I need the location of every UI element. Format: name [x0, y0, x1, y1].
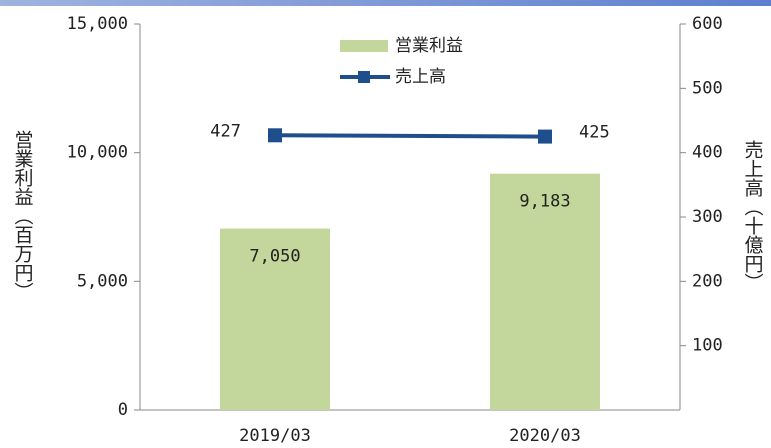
legend-swatch — [340, 40, 388, 52]
line-value-label: 425 — [579, 123, 610, 143]
line-marker — [538, 129, 552, 144]
line — [274, 133, 546, 139]
y2-tick-label: 100 — [692, 336, 723, 356]
y-tick-label: 0 — [118, 400, 128, 420]
y2-tick-label: 400 — [692, 143, 723, 163]
legend-label: 売上高 — [395, 67, 446, 87]
bar — [220, 228, 330, 410]
bar-value-label: 9,183 — [519, 192, 570, 212]
line-marker — [268, 128, 282, 143]
y2-axis-title: 売上高（十億円） — [742, 140, 764, 292]
y2-tick-label: 600 — [692, 14, 723, 34]
bar-value-label: 7,050 — [249, 247, 300, 267]
legend-marker — [358, 71, 370, 83]
y2-tick-label: 200 — [692, 271, 723, 291]
y2-tick-label: 500 — [692, 78, 723, 98]
line-value-label: 427 — [210, 121, 241, 141]
y-tick-label: 10,000 — [67, 143, 128, 163]
top-band — [0, 0, 771, 6]
y-axis-title: 営業利益（百万円） — [12, 130, 34, 301]
y-tick-label: 15,000 — [67, 14, 128, 34]
bar — [490, 173, 600, 410]
y2-tick-label: 300 — [692, 207, 723, 227]
x-tick-label: 2020/03 — [509, 426, 581, 446]
y-tick-label: 5,000 — [77, 271, 128, 291]
x-tick-label: 2019/03 — [239, 426, 311, 446]
legend-label: 営業利益 — [395, 36, 463, 56]
